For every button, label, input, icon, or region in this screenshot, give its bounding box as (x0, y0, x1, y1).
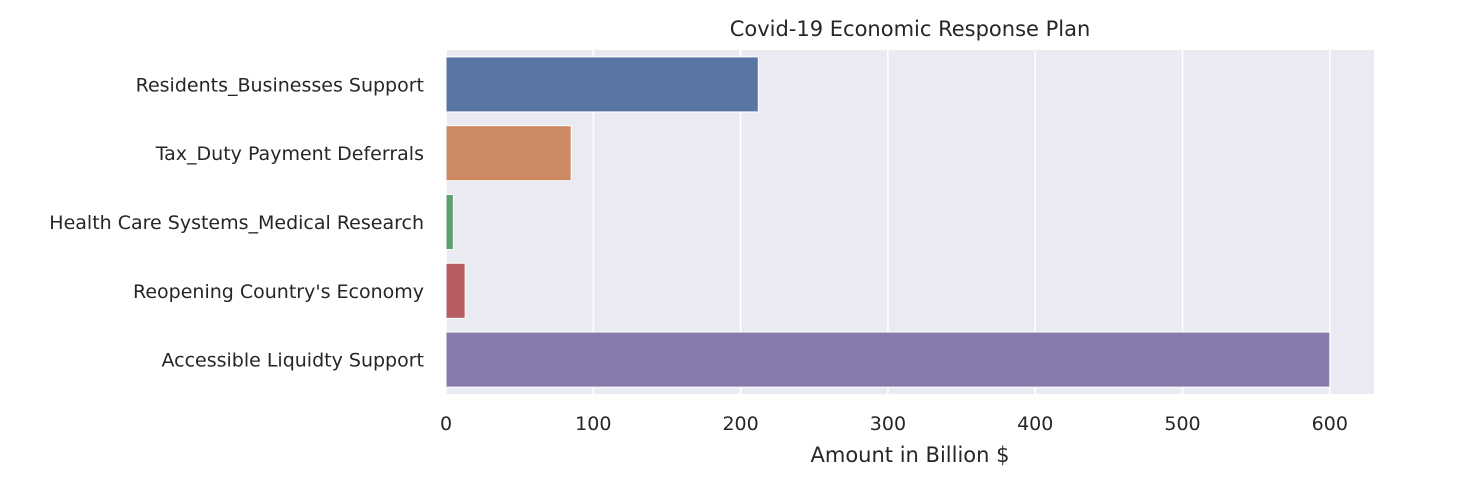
bars (445, 56, 1331, 388)
x-tick-label: 500 (1164, 413, 1200, 435)
x-tick-label: 400 (1017, 413, 1053, 435)
x-tick-label: 0 (440, 413, 452, 435)
bar (445, 56, 759, 113)
y-tick-label: Accessible Liquidty Support (161, 350, 424, 372)
x-tick-label: 200 (722, 413, 758, 435)
y-tick-label: Reopening Country's Economy (133, 281, 424, 303)
x-tick-label: 100 (575, 413, 611, 435)
y-tick-labels: Residents_Businesses Support Tax_Duty Pay… (49, 74, 424, 371)
x-tick-label: 300 (870, 413, 906, 435)
bar (445, 125, 572, 182)
y-tick-label: Tax_Duty Payment Deferrals (155, 143, 424, 165)
bar (445, 331, 1331, 388)
x-tick-labels: 0 100 200 300 400 500 600 (440, 413, 1348, 435)
bar (445, 193, 454, 251)
bar (445, 262, 466, 319)
x-axis-label: Amount in Billion $ (811, 443, 1010, 467)
x-tick-label: 600 (1312, 413, 1348, 435)
chart-title: Covid-19 Economic Response Plan (730, 17, 1091, 41)
y-tick-label: Residents_Businesses Support (136, 74, 424, 96)
y-tick-label: Health Care Systems_Medical Research (49, 212, 424, 234)
